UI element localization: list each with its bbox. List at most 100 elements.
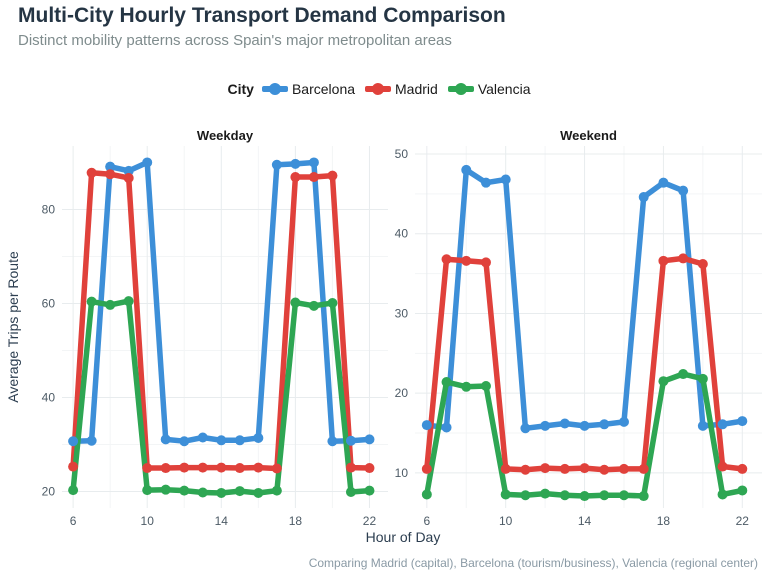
weekend-point-barcelona <box>678 185 689 196</box>
weekend-point-madrid <box>540 463 551 474</box>
weekday-x-tick-label: 18 <box>289 514 303 528</box>
weekend-point-valencia <box>579 491 590 502</box>
weekend-panel-title: Weekend <box>560 128 617 143</box>
weekend-point-valencia <box>500 489 511 500</box>
weekday-x-tick-label: 10 <box>141 514 155 528</box>
chart-title: Multi-City Hourly Transport Demand Compa… <box>18 4 506 27</box>
weekday-point-valencia <box>271 485 282 496</box>
weekday-point-barcelona <box>364 434 375 445</box>
weekend-point-valencia <box>717 489 728 500</box>
weekend-point-madrid <box>638 463 649 474</box>
weekday-point-barcelona <box>234 435 245 446</box>
weekday-point-valencia <box>179 485 190 496</box>
weekday-point-barcelona <box>179 436 190 447</box>
weekend-point-barcelona <box>480 177 491 188</box>
weekend-point-valencia <box>540 488 551 499</box>
weekend-point-madrid <box>599 464 610 475</box>
weekend-point-valencia <box>658 376 669 387</box>
weekday-y-tick-label: 60 <box>42 296 56 310</box>
weekday-point-valencia <box>216 487 227 498</box>
legend-item-barcelona: Barcelona <box>261 80 356 98</box>
weekday-point-madrid <box>86 167 97 178</box>
weekday-point-barcelona <box>86 435 97 446</box>
weekend-y-tick-label: 10 <box>395 466 409 480</box>
legend-label-madrid: Madrid <box>395 81 438 97</box>
weekend-y-tick-label: 30 <box>395 306 409 320</box>
weekend-point-madrid <box>579 463 590 474</box>
weekend-y-tick-label: 20 <box>395 386 409 400</box>
weekday-point-madrid <box>160 463 171 474</box>
weekend-point-madrid <box>717 461 728 472</box>
weekend-x-tick-label: 6 <box>423 514 430 528</box>
weekend-point-valencia <box>421 489 432 500</box>
weekend-point-barcelona <box>618 416 629 427</box>
weekend-point-valencia <box>520 490 531 501</box>
legend-item-valencia: Valencia <box>447 80 530 98</box>
weekend-x-tick-label: 14 <box>578 514 592 528</box>
weekend-point-barcelona <box>579 420 590 431</box>
weekday-point-valencia <box>234 486 245 497</box>
weekend-point-valencia <box>441 377 452 388</box>
weekday-point-barcelona <box>345 435 356 446</box>
weekday-point-madrid <box>142 463 153 474</box>
weekday-point-madrid <box>364 463 375 474</box>
weekday-point-valencia <box>364 485 375 496</box>
weekend-point-madrid <box>618 463 629 474</box>
weekday-point-madrid <box>197 462 208 473</box>
weekend-point-madrid <box>461 255 472 266</box>
weekend-point-barcelona <box>441 422 452 433</box>
weekend-point-barcelona <box>658 177 669 188</box>
weekday-point-barcelona <box>160 434 171 445</box>
weekday-point-valencia <box>86 296 97 307</box>
weekday-point-madrid <box>123 172 134 183</box>
weekend-point-barcelona <box>500 174 511 185</box>
weekday-point-valencia <box>290 297 301 308</box>
weekday-point-valencia <box>308 300 319 311</box>
weekend-point-valencia <box>599 490 610 501</box>
weekday-panel-title: Weekday <box>197 128 254 143</box>
weekday-point-barcelona <box>216 435 227 446</box>
chart-caption: Comparing Madrid (capital), Barcelona (t… <box>308 556 758 570</box>
weekday-point-valencia <box>160 484 171 495</box>
weekday-point-valencia <box>197 487 208 498</box>
weekday-point-valencia <box>327 298 338 309</box>
weekend-point-madrid <box>421 463 432 474</box>
legend-title: City <box>227 81 254 97</box>
weekend-point-madrid <box>678 253 689 264</box>
weekend-point-madrid <box>441 254 452 265</box>
weekday-point-madrid <box>105 169 116 180</box>
weekday-y-tick-label: 80 <box>42 202 56 216</box>
weekday-y-tick-label: 20 <box>42 485 56 499</box>
weekend-point-barcelona <box>421 420 432 431</box>
weekend-point-barcelona <box>559 418 570 429</box>
weekday-point-madrid <box>271 463 282 474</box>
weekend-point-madrid <box>480 257 491 268</box>
weekday-point-valencia <box>345 487 356 498</box>
x-axis-title: Hour of Day <box>366 529 441 545</box>
weekday-point-barcelona <box>123 165 134 176</box>
weekday-x-tick-label: 6 <box>70 514 77 528</box>
weekday-x-tick-label: 22 <box>363 514 377 528</box>
weekday-point-madrid <box>308 172 319 183</box>
weekend-point-barcelona <box>697 420 708 431</box>
weekend-point-barcelona <box>520 423 531 434</box>
weekend-point-madrid <box>500 463 511 474</box>
weekday-point-valencia <box>68 485 79 496</box>
weekday-point-barcelona <box>290 158 301 169</box>
weekday-point-barcelona <box>142 157 153 168</box>
y-axis-title: Average Trips per Route <box>5 251 21 403</box>
weekend-point-valencia <box>638 491 649 502</box>
weekend-point-madrid <box>737 463 748 474</box>
weekday-point-barcelona <box>105 161 116 172</box>
weekend-point-valencia <box>678 369 689 380</box>
legend-label-barcelona: Barcelona <box>291 81 356 97</box>
weekend-point-valencia <box>697 373 708 384</box>
weekday-point-barcelona <box>253 432 264 443</box>
weekend-point-madrid <box>559 463 570 474</box>
weekend-x-tick-label: 10 <box>499 514 513 528</box>
legend-item-madrid: Madrid <box>365 80 438 98</box>
weekday-point-barcelona <box>68 436 79 447</box>
weekday-x-tick-label: 14 <box>215 514 229 528</box>
weekday-point-madrid <box>290 172 301 183</box>
